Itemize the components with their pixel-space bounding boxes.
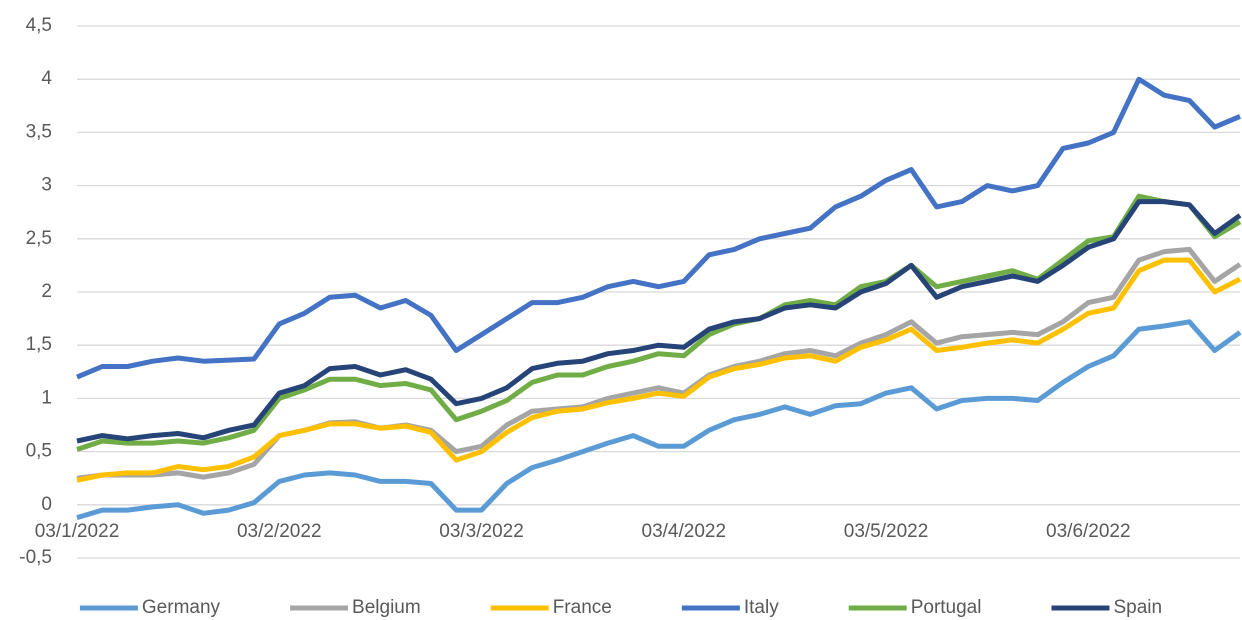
x-tick-label: 03/2/2022	[237, 521, 322, 542]
y-tick-label: 1	[41, 387, 52, 408]
x-tick-label: 03/1/2022	[35, 521, 120, 542]
series-line	[76, 257, 1242, 483]
legend-label: Belgium	[352, 597, 421, 618]
y-tick-label: -0,5	[19, 547, 52, 568]
legend-label: Portugal	[911, 597, 982, 618]
y-tick-label: 0	[41, 494, 52, 515]
x-tick-label: 03/6/2022	[1046, 521, 1131, 542]
x-tick-label: 03/4/2022	[642, 521, 727, 542]
x-tick-label: 03/5/2022	[844, 521, 929, 542]
y-tick-label: 3,5	[26, 121, 52, 142]
y-tick-label: 0,5	[26, 441, 52, 462]
y-tick-label: 2	[41, 281, 52, 302]
series-line	[76, 193, 1242, 452]
legend-label: Italy	[744, 597, 779, 618]
y-tick-label: 4	[41, 68, 52, 89]
y-tick-label: 4,5	[26, 15, 52, 36]
x-tick-label: 03/3/2022	[439, 521, 524, 542]
y-tick-label: 3	[41, 175, 52, 196]
y-tick-label: 1,5	[26, 334, 52, 355]
series-line	[76, 76, 1241, 380]
legend-label: Germany	[142, 597, 221, 618]
y-tick-label: 2,5	[26, 228, 52, 249]
series-line	[76, 319, 1242, 520]
legend-label: France	[553, 597, 612, 618]
legend-label: Spain	[1113, 597, 1162, 618]
series-line	[76, 199, 1242, 444]
